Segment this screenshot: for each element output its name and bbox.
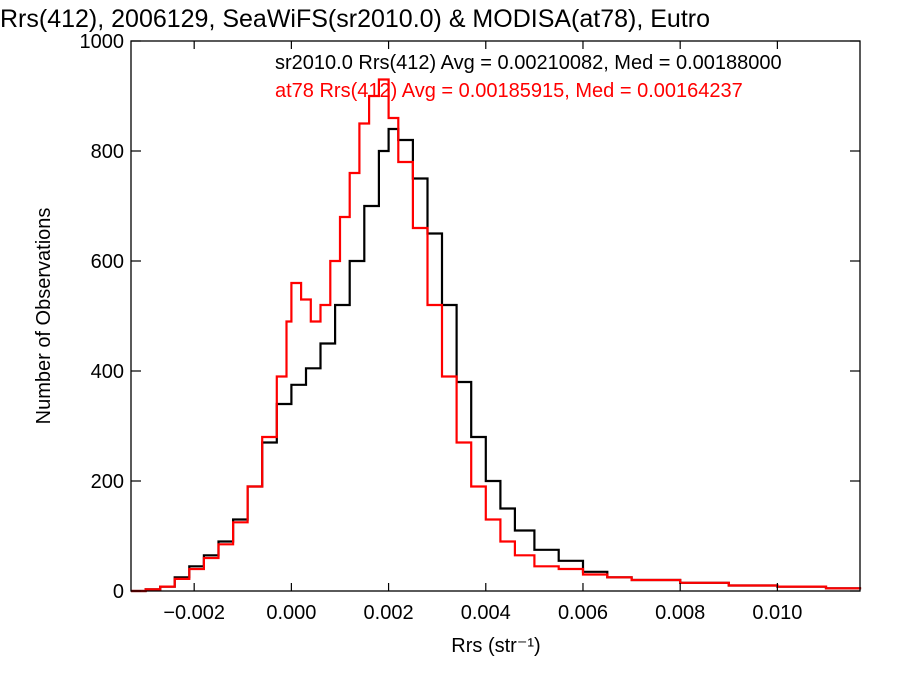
x-tick-label: 0.006 <box>558 602 608 624</box>
legend-label-at78: at78 Rrs(412) Avg = 0.00185915, Med = 0.… <box>275 80 743 102</box>
x-tick-label: 0.008 <box>655 602 705 624</box>
series-line-at78 <box>131 78 862 593</box>
x-tick-label: 0.002 <box>364 602 414 624</box>
x-tick-label: 0.004 <box>461 602 511 624</box>
y-tick-label: 800 <box>91 141 124 163</box>
tick-layer: −0.002 0.000 0.002 0.004 0.006 0.008 0.010 0 200… <box>80 31 860 624</box>
y-tick-label: 200 <box>91 471 124 493</box>
y-axis-label: Number of Observations <box>33 208 55 425</box>
chart-title: Rrs(412), 2006129, SeaWiFS(sr2010.0) & M… <box>0 5 710 33</box>
x-tick-label: 0.000 <box>266 602 316 624</box>
legend-label-sr2010: sr2010.0 Rrs(412) Avg = 0.00210082, Med … <box>275 52 782 74</box>
y-tick-label: 600 <box>91 251 124 273</box>
x-tick-label: 0.010 <box>752 602 802 624</box>
plot-frame <box>130 40 861 592</box>
y-tick-label: 1000 <box>80 31 125 53</box>
x-axis-label: Rrs (str⁻¹) <box>451 635 540 657</box>
y-tick-label: 400 <box>91 361 124 383</box>
series-layer <box>131 78 862 593</box>
y-tick-label: 0 <box>113 581 124 603</box>
x-tick-label: −0.002 <box>163 602 225 624</box>
